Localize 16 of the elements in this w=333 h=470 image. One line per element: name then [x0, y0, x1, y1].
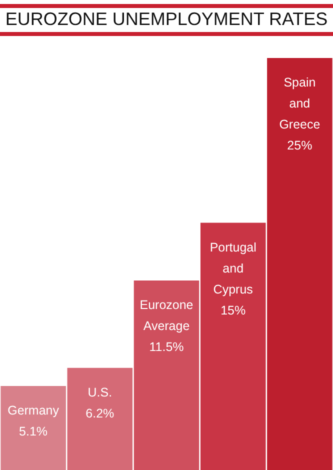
x-tick-label: U.S.	[88, 385, 112, 400]
x-tick-label: Germany	[8, 403, 60, 418]
bar	[0, 386, 66, 470]
bar	[200, 222, 266, 470]
x-tick-label: Spain and Greece	[279, 76, 320, 132]
bar	[134, 280, 200, 470]
x-tick-label: Portugal and Cyprus	[210, 240, 256, 296]
data-label: 11.5%	[149, 340, 184, 354]
bar	[67, 368, 133, 470]
x-tick-label: Eurozone Average	[140, 298, 194, 333]
data-label: 25%	[287, 138, 312, 152]
data-label: 6.2%	[86, 406, 114, 420]
data-label: 5.1%	[19, 424, 48, 438]
chart-title: EUROZONE UNEMPLOYMENT RATES	[4, 9, 329, 30]
data-label: 15%	[220, 303, 246, 318]
bar	[267, 58, 332, 470]
